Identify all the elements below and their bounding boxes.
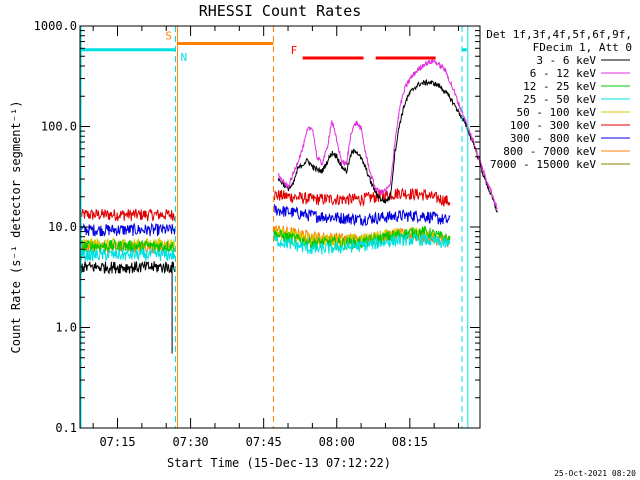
y-tick-label: 1.0 [55, 321, 77, 335]
y-tick-label: 1000.0 [34, 19, 77, 33]
legend: Det 1f,3f,4f,5f,6f,9f, FDecim 1, Att 0 3… [486, 28, 632, 171]
series-line-25-50-kev [80, 232, 451, 262]
flare-curve-3-6-kev [277, 78, 498, 213]
annotation-label-saa: S [165, 29, 172, 42]
legend-label-3: 25 - 50 keV [523, 93, 596, 106]
legend-label-1: 6 - 12 keV [530, 67, 597, 80]
legend-header-line-2: FDecim 1, Att 0 [533, 41, 632, 54]
chart-title: RHESSI Count Rates [199, 2, 362, 20]
x-tick-label: 07:45 [246, 435, 282, 449]
annotation-label-flare: F [291, 44, 298, 57]
x-tick-label: 07:30 [173, 435, 209, 449]
legend-label-7: 800 - 7000 keV [503, 145, 596, 158]
axes-layer: 0.1 1.0 10.0 100.0 1000.0 07:15 07:30 07:45 08:0… [34, 19, 480, 449]
legend-label-2: 12 - 25 keV [523, 80, 596, 93]
legend-label-0: 3 - 6 keV [536, 54, 596, 67]
y-tick-label: 0.1 [55, 421, 77, 435]
y-tick-label: 100.0 [41, 120, 77, 134]
y-tick-label: 10.0 [48, 220, 77, 234]
series-line-300-800-kev [80, 204, 451, 237]
legend-label-4: 50 - 100 keV [517, 106, 597, 119]
y-axis-label: Count Rate (s⁻¹ detector segment⁻¹) [9, 101, 23, 354]
legend-label-6: 300 - 800 keV [510, 132, 596, 145]
flare-curve-6-12-kev [277, 58, 498, 210]
series-line-3-6-kev [80, 261, 176, 275]
legend-label-5: 100 - 300 keV [510, 119, 596, 132]
data-layer: SN F [80, 26, 498, 428]
x-axis-label: Start Time (15-Dec-13 07:12:22) [167, 456, 391, 470]
x-tick-label: 08:00 [319, 435, 355, 449]
x-tick-label: 08:15 [392, 435, 428, 449]
series-line-100-300-kev [80, 187, 451, 222]
x-tick-label: 07:15 [99, 435, 135, 449]
annotation-label-night: N [180, 51, 187, 64]
legend-label-8: 7000 - 15000 keV [490, 158, 596, 171]
generation-timestamp: 25-Oct-2021 08:20 [554, 469, 636, 478]
legend-header-line-1: Det 1f,3f,4f,5f,6f,9f, [486, 28, 632, 41]
